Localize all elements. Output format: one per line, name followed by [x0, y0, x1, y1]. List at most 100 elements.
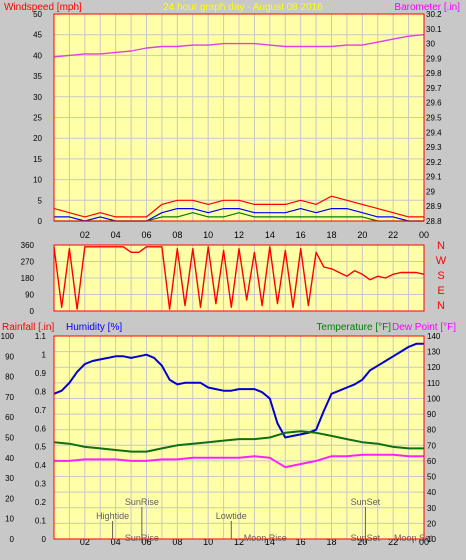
humidity-tick-label: 0	[10, 535, 15, 544]
annotation-label: Hightide	[96, 511, 129, 521]
barometer-tick-label: 30	[426, 40, 435, 49]
humidity-tick-label: 10	[5, 515, 14, 524]
temperature-tick-label: 90	[427, 410, 436, 419]
direction-series	[53, 246, 425, 310]
x-tick-label: 16	[296, 230, 306, 240]
rainfall-tick-label: 1	[42, 350, 47, 359]
rainfall-axis-label: Rainfall [.in]	[2, 322, 54, 333]
astro-annotations: Hightide SunRise SunRise Lowtide Moon Rise Su…	[96, 497, 433, 543]
windspeed-tick-label: 30	[33, 93, 42, 102]
windspeed-tick-label: 0	[38, 217, 43, 226]
temperature-tick-label: 80	[427, 426, 436, 435]
barometer-tick-label: 29.7	[426, 84, 442, 93]
rainfall-tick-label: 0.2	[35, 498, 47, 507]
barometer-tick-label: 29.1	[426, 173, 442, 182]
humidity-tick-label: 20	[5, 494, 14, 503]
annotation-label: Lowtide	[216, 511, 247, 521]
x-tick-label: 18	[326, 230, 336, 240]
windspeed-tick-label: 15	[33, 155, 42, 164]
humidity-tick-label: 50	[5, 434, 14, 443]
windspeed-tick-label: 50	[33, 10, 42, 19]
direction-tick-label: 360	[21, 241, 35, 250]
windspeed-tick-label: 20	[33, 134, 42, 143]
x-tick-label: 12	[234, 537, 244, 547]
temp-ticks: 010203040506070809010000.10.20.30.40.50.…	[1, 332, 441, 547]
rainfall-tick-label: 1.1	[35, 332, 47, 341]
annotation-label: SunSet	[351, 533, 381, 543]
temperature-tick-label: 10	[427, 535, 436, 544]
annotation-label: Moon Rise	[244, 533, 287, 543]
wind-direction-line	[53, 246, 425, 310]
x-tick-label: 08	[172, 230, 182, 240]
x-tick-label: 08	[172, 537, 182, 547]
rainfall-tick-label: 0.4	[35, 461, 47, 470]
humidity-tick-label: 60	[5, 413, 14, 422]
temperature-axis-label: Temperature [°F]	[316, 322, 391, 333]
annotation-label: SunSet	[351, 497, 381, 507]
barometer-tick-label: 29.6	[426, 99, 442, 108]
x-tick-label: 22	[388, 537, 398, 547]
windspeed-tick-label: 5	[38, 196, 43, 205]
rainfall-tick-label: 0	[42, 535, 47, 544]
x-tick-label: 20	[357, 230, 367, 240]
dew-point-line	[54, 453, 424, 469]
rainfall-tick-label: 0.8	[35, 387, 47, 396]
temperature-tick-label: 60	[427, 457, 436, 466]
barometer-tick-label: 29	[426, 187, 435, 196]
barometer-tick-label: 30.1	[426, 25, 442, 34]
humidity-tick-label: 70	[5, 393, 14, 402]
temperature-line	[53, 430, 424, 453]
rainfall-tick-label: 0.7	[35, 406, 47, 415]
temperature-humidity-panel: Hightide SunRise SunRise Lowtide Moon Rise Su…	[1, 332, 441, 547]
temperature-tick-label: 140	[427, 332, 441, 341]
compass-label: E	[437, 285, 444, 297]
wind-plot-frame	[53, 13, 425, 222]
compass-label: N	[437, 300, 445, 312]
x-tick-label: 10	[203, 537, 213, 547]
x-tick-label: 02	[80, 230, 90, 240]
barometer-tick-label: 30.2	[426, 10, 442, 19]
x-tick-label: 10	[203, 230, 213, 240]
x-tick-label: 14	[265, 537, 275, 547]
humidity-tick-label: 90	[5, 352, 14, 361]
temperature-tick-label: 110	[427, 379, 440, 388]
wind-gust-line	[53, 195, 424, 218]
temperature-tick-label: 20	[427, 519, 436, 528]
windspeed-tick-label: 45	[33, 31, 42, 40]
windspeed-tick-label: 35	[33, 72, 42, 81]
compass-label: W	[436, 255, 447, 267]
temp-series	[53, 342, 424, 469]
temperature-tick-label: 50	[427, 473, 436, 482]
windspeed-tick-label: 10	[33, 176, 42, 185]
temp-plot-frame	[53, 335, 425, 540]
x-tick-label: 12	[234, 230, 244, 240]
x-tick-label: 16	[296, 537, 306, 547]
dewpoint-axis-label: Dew Point [°F]	[392, 322, 456, 333]
compass-label: N	[437, 240, 445, 252]
temperature-tick-label: 100	[427, 394, 441, 403]
barometer-tick-label: 29.4	[426, 128, 442, 137]
barometer-tick-label: 29.9	[426, 54, 442, 63]
direction-tick-label: 90	[25, 291, 34, 300]
x-tick-label: 18	[326, 537, 336, 547]
barometer-axis-label: Barometer [.in]	[394, 2, 460, 13]
x-tick-label: 20	[357, 537, 367, 547]
x-tick-label: 06	[141, 537, 151, 547]
rainfall-tick-label: 0.5	[35, 443, 47, 452]
temperature-tick-label: 30	[427, 504, 436, 513]
rainfall-tick-label: 0.6	[35, 424, 47, 433]
x-tick-label: 06	[141, 230, 151, 240]
barometer-tick-label: 29.2	[426, 158, 442, 167]
humidity-line	[53, 342, 424, 439]
humidity-tick-label: 40	[5, 454, 14, 463]
temperature-tick-label: 130	[427, 348, 441, 357]
x-tick-label: 22	[388, 230, 398, 240]
temperature-tick-label: 120	[427, 363, 441, 372]
barometer-tick-label: 29.8	[426, 69, 442, 78]
rainfall-tick-label: 0.1	[35, 517, 47, 526]
direction-tick-label: 180	[21, 274, 35, 283]
